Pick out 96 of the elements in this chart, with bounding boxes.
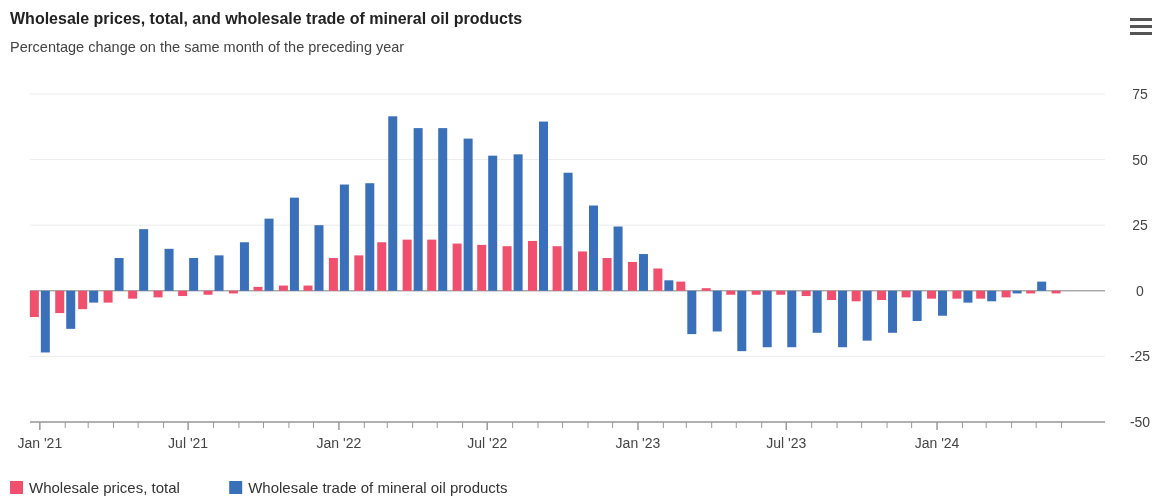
bar [952,290,962,299]
x-tick-label: Jan '22 [316,435,362,451]
bar [214,255,224,291]
legend-label: Wholesale trade of mineral oil products [248,479,508,496]
bar [563,172,573,291]
bar [66,290,76,329]
y-tick-label: 0 [1136,282,1145,299]
bar [502,246,512,291]
bar [164,248,174,291]
bar [827,290,837,300]
bar [189,258,199,291]
bar [1001,290,1011,298]
x-tick-label: Jan '24 [914,435,960,451]
bar [676,281,686,291]
bar [812,290,822,333]
y-tick-label: 25 [1132,217,1148,234]
bar [452,243,462,291]
legend-label: Wholesale prices, total [29,479,180,496]
y-tick-label: 50 [1132,151,1148,168]
bar [89,290,99,303]
x-tick-label: Jan '23 [615,435,661,451]
bar [627,261,637,291]
bar [55,290,65,314]
y-tick-label: -50 [1129,414,1151,430]
y-tick-label: 75 [1132,86,1148,102]
bar [787,290,797,348]
bar [128,290,138,299]
bar [877,290,887,300]
bar [851,290,861,302]
bar [976,290,986,299]
bar [103,290,113,303]
chart-title: Wholesale prices, total, and wholesale trade of mineral oil products [10,10,523,27]
bar [776,290,786,295]
chart-subtitle: Percentage change on the same month of the preceding year [10,39,405,55]
bar [664,280,674,291]
bar [78,290,88,310]
bar [377,242,387,291]
bar [388,116,398,291]
bar [701,288,711,291]
x-tick-label: Jul '21 [168,435,209,451]
bar [314,225,324,291]
bar [264,218,274,291]
bar [303,285,313,291]
bar [927,290,937,299]
bar [40,290,50,353]
bar [253,286,263,291]
bar [901,290,911,298]
bar [751,290,761,295]
bar [613,226,623,291]
bar [477,244,487,291]
bar [114,258,124,291]
bar [602,258,612,291]
bar [687,290,697,335]
bar [912,290,922,321]
bar [539,121,548,291]
bar [577,251,587,291]
bar [528,240,537,291]
bar [139,229,149,291]
x-tick-label: Jul '22 [467,435,508,451]
bar [888,290,898,333]
bar [278,285,288,291]
bar [354,255,364,291]
bar [801,290,811,297]
bar [339,184,349,291]
bar [413,128,423,291]
bar [438,128,448,291]
bar [588,205,598,291]
bar [726,290,736,295]
bar [203,290,213,295]
bar [365,183,375,291]
bar [178,290,188,297]
bar [987,290,997,302]
bar [513,154,523,291]
bar [328,258,338,291]
bar [838,290,848,348]
bar [488,155,498,291]
bar [762,290,772,348]
bar [552,246,562,291]
bar [712,290,722,332]
bar [29,290,39,318]
bar [463,138,473,291]
bar [638,254,648,291]
bar [1037,281,1047,291]
bar [653,268,663,291]
bar [938,290,948,316]
x-tick-label: Jul '23 [766,435,807,451]
y-tick-label: -25 [1129,348,1151,365]
bar [963,290,973,303]
bar [289,197,299,291]
x-tick-label: Jan '21 [17,435,63,451]
bar [402,239,412,291]
bar [239,242,249,291]
bar [427,239,437,291]
bar [737,290,747,352]
bar [153,290,163,298]
bar [862,290,872,341]
